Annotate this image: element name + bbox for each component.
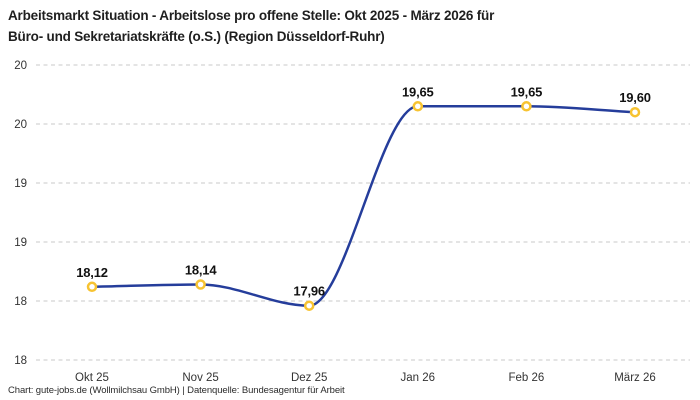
x-axis-tick-label: Nov 25	[182, 372, 218, 384]
y-axis-tick-label: 20	[14, 60, 27, 72]
chart-title-line1: Arbeitsmarkt Situation - Arbeitslose pro…	[8, 8, 495, 23]
chart-title: Arbeitsmarkt Situation - Arbeitslose pro…	[8, 5, 494, 47]
data-point-label: 19,60	[619, 90, 651, 105]
chart-credit: Chart: gute-jobs.de (Wollmilchsau GmbH) …	[8, 385, 345, 396]
y-axis-tick-label: 19	[14, 237, 27, 249]
data-point-label: 18,14	[185, 263, 218, 278]
y-axis-tick-label: 18	[14, 355, 27, 367]
data-point-label: 19,65	[402, 84, 434, 99]
data-point-marker	[629, 106, 641, 118]
data-point-marker	[412, 101, 424, 112]
data-point-marker	[521, 101, 532, 112]
x-axis-tick-label: Dez 25	[291, 372, 327, 384]
y-axis-tick-label: 18	[14, 296, 27, 308]
data-point-label: 18,12	[76, 265, 108, 280]
x-axis-tick-label: März 26	[614, 372, 656, 384]
chart-title-line2: Büro- und Sekretariatskräfte (o.S.) (Reg…	[8, 29, 385, 44]
x-axis-tick-label: Okt 25	[75, 372, 109, 384]
y-axis-tick-label: 19	[14, 178, 27, 190]
y-axis-tick-label: 20	[14, 119, 27, 131]
line-series-path	[90, 105, 637, 307]
data-point-marker	[195, 279, 206, 290]
data-point-label: 17,96	[293, 284, 325, 299]
data-point-marker	[86, 281, 98, 293]
x-axis-tick-label: Jan 26	[401, 372, 436, 384]
data-point-label: 19,65	[511, 84, 543, 99]
x-axis-tick-label: Feb 26	[508, 372, 544, 384]
data-point-marker	[303, 300, 315, 311]
